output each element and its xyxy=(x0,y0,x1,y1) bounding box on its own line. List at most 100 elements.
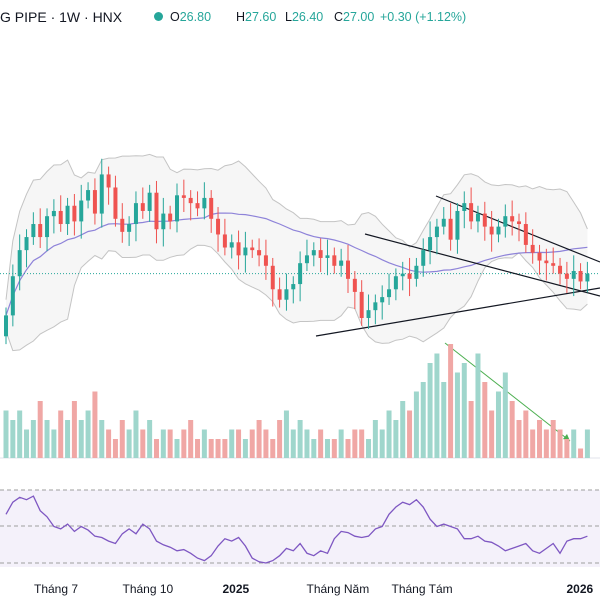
chart-header: G PIPE · 1W · HNX O26.80 H27.60 L26.40 C… xyxy=(0,0,600,34)
volume-bar xyxy=(222,439,228,458)
candle-body xyxy=(380,297,385,303)
candle-body xyxy=(304,255,309,264)
candle-body xyxy=(161,213,166,230)
volume-bar xyxy=(133,410,139,458)
candle-body xyxy=(222,234,227,248)
candle-body xyxy=(346,260,350,279)
x-axis-tick-label: Tháng 7 xyxy=(34,582,79,596)
volume-bar xyxy=(290,429,296,458)
volume-bar xyxy=(51,429,57,458)
x-axis-tick-label: Tháng Tám xyxy=(391,582,453,596)
volume-bar xyxy=(188,420,194,458)
candle-body xyxy=(257,250,262,256)
volume-bar xyxy=(112,439,118,458)
candle-body xyxy=(72,205,77,222)
candle-body xyxy=(4,315,8,337)
volume-bar xyxy=(407,410,413,458)
candle-body xyxy=(407,273,412,279)
candle-body xyxy=(414,265,419,279)
candle-body xyxy=(147,192,152,211)
volume-bar xyxy=(263,429,269,458)
moving-average-line xyxy=(5,212,588,316)
candle-body xyxy=(188,197,193,204)
volume-bar xyxy=(584,429,590,458)
trendline-support xyxy=(315,287,600,337)
volume-bar xyxy=(147,420,153,458)
candle-body xyxy=(270,265,275,290)
volume-bar xyxy=(461,363,467,458)
volume-bar xyxy=(516,420,522,458)
volume-bar xyxy=(283,410,289,458)
volume-bar xyxy=(167,429,173,458)
candle-body xyxy=(58,210,63,225)
volume-bar xyxy=(153,439,159,458)
candle-body xyxy=(496,226,501,235)
candle-body xyxy=(585,273,590,282)
candle-body xyxy=(352,278,357,292)
candle-body xyxy=(387,289,392,298)
candle-body xyxy=(400,273,405,277)
volume-bar xyxy=(393,420,399,458)
volume-bar xyxy=(99,420,105,458)
ohlc-open: O26.80 xyxy=(170,10,212,24)
volume-bar xyxy=(71,401,77,458)
candle-body xyxy=(373,302,378,311)
symbol-title[interactable]: G PIPE · 1W · HNX xyxy=(0,9,123,25)
volume-bar xyxy=(78,420,84,458)
volume-bar xyxy=(550,420,556,458)
volume-bar xyxy=(537,420,543,458)
volume-bar xyxy=(427,363,433,458)
volume-bar xyxy=(140,429,146,458)
volume-bar xyxy=(208,439,214,458)
candle-body xyxy=(475,213,480,222)
volume-bar xyxy=(495,391,501,458)
volume-bar xyxy=(564,439,570,458)
volume-bar xyxy=(379,429,385,458)
volume-bar xyxy=(44,420,50,458)
x-axis-tick-label: Tháng 10 xyxy=(122,582,174,596)
candle-body xyxy=(154,192,159,230)
candle-body xyxy=(421,250,426,266)
band-upper-line xyxy=(5,153,588,300)
volume-bar xyxy=(468,401,474,458)
candle-body xyxy=(216,218,221,235)
candle-body xyxy=(325,255,330,258)
volume-bar xyxy=(270,439,276,458)
candle-body xyxy=(503,216,508,227)
volume-bar xyxy=(324,439,330,458)
volume-bar xyxy=(441,382,447,458)
candle-body xyxy=(339,260,344,266)
volume-bar xyxy=(331,439,337,458)
band-lower-line xyxy=(5,244,588,352)
candle-body xyxy=(209,197,214,219)
candle-body xyxy=(277,289,282,300)
x-axis-tick-label: 2026 xyxy=(566,582,594,596)
volume-bar xyxy=(489,410,495,458)
volume-bar xyxy=(420,382,426,458)
candle-body xyxy=(99,174,104,214)
candle-body xyxy=(428,237,433,251)
candle-body xyxy=(284,289,289,300)
candle-body xyxy=(311,250,316,256)
candle-body xyxy=(564,273,569,279)
volume-bar xyxy=(345,439,351,458)
candle-body xyxy=(558,265,563,274)
volume-bar xyxy=(17,410,23,458)
candle-body xyxy=(510,216,515,222)
candle-body xyxy=(45,216,50,238)
rsi-band-fill xyxy=(0,490,600,567)
candle-body xyxy=(434,226,439,238)
candle-body xyxy=(551,263,556,266)
volume-bar xyxy=(509,401,515,458)
volume-bar xyxy=(174,439,180,458)
x-axis-tick-label: Tháng Năm xyxy=(306,582,370,596)
band-fill xyxy=(6,154,588,351)
ohlc-close: C27.00 xyxy=(334,10,375,24)
volume-bar xyxy=(119,420,125,458)
volume-bar xyxy=(297,420,303,458)
volume-bar xyxy=(571,429,577,458)
candle-body xyxy=(120,218,125,232)
volume-bar xyxy=(543,429,549,458)
volume-bar xyxy=(201,429,207,458)
